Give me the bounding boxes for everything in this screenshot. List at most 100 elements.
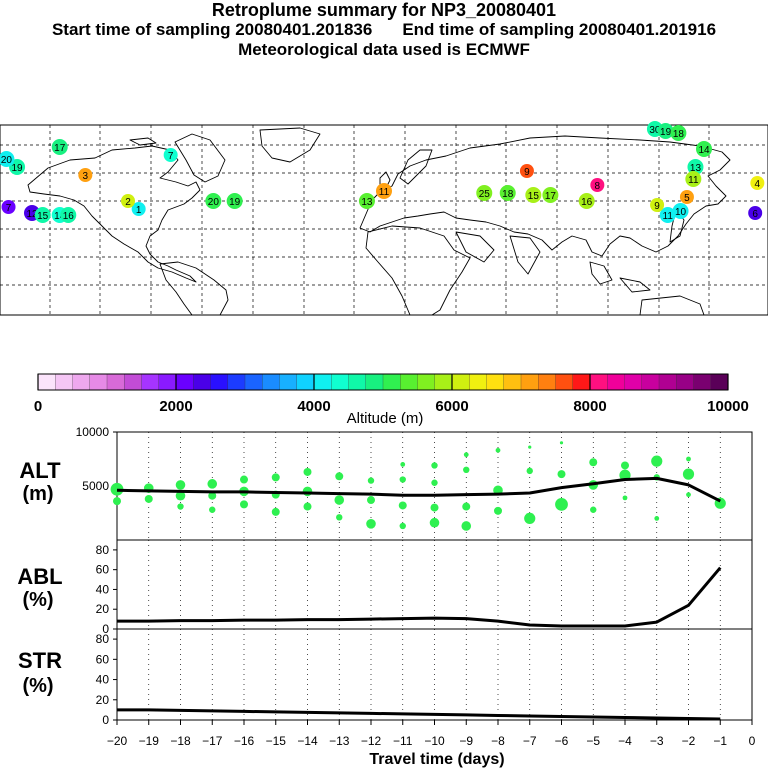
alt-label: ALT — [19, 458, 61, 483]
mean-line — [116, 476, 721, 503]
y-tick-label: 40 — [96, 673, 110, 687]
colorbar-tick-label: 0 — [34, 398, 42, 415]
colorbar-cell — [313, 373, 332, 391]
colorbar-cell — [676, 373, 694, 391]
mean-line — [117, 566, 722, 628]
plume-marker — [1, 200, 16, 214]
y-tick-label: 20 — [96, 693, 110, 707]
alt-scatter-point — [399, 522, 406, 530]
plume-marker — [650, 198, 665, 212]
start-time: Start time of sampling 20080401.201836 — [51, 20, 373, 39]
x-tick-label: −4 — [618, 734, 632, 748]
alt-scatter-point — [398, 501, 407, 510]
colorbar-tick-label: 4000 — [297, 398, 330, 415]
str-label: STR — [18, 648, 62, 673]
colorbar-cell — [538, 373, 556, 391]
plume-markers: 1234567891011111213141515161717181919202… — [0, 121, 765, 223]
x-tick-label: −12 — [361, 734, 382, 748]
alt-scatter-point — [400, 462, 406, 467]
colorbar-cell — [89, 373, 108, 391]
plume-marker-label: 12 — [26, 209, 38, 220]
alt-scatter-point — [555, 497, 568, 511]
met-data-note: Meteorological data used is ECMWF — [238, 40, 530, 59]
panel-alt: 5000 10000 — [76, 425, 753, 541]
x-tick-label: −16 — [234, 734, 255, 748]
y-tick-label: 80 — [96, 632, 110, 646]
alt-scatter-point — [495, 447, 501, 453]
plume-marker — [376, 183, 392, 199]
colorbar-cell — [262, 373, 280, 391]
colorbar-cell — [451, 373, 470, 391]
plume-marker — [687, 159, 704, 175]
plume-marker — [476, 185, 493, 201]
plume-marker — [657, 123, 674, 139]
timeseries: 5000 10000 0 20 40 60 80 0 20 40 60 80 ALT (m) AB… — [17, 425, 755, 768]
plume-marker-label: 19 — [660, 127, 672, 138]
plume-marker — [672, 203, 689, 219]
alt-scatter-point — [366, 519, 376, 529]
colorbar-cell — [348, 373, 367, 391]
x-tick-label: −5 — [586, 734, 600, 748]
colorbar-tick-label: 8000 — [573, 398, 606, 415]
colorbar-cell — [572, 373, 591, 391]
colorbar-cell — [710, 373, 729, 391]
plume-marker-label: 17 — [54, 143, 66, 154]
end-time: End time of sampling 20080401.201916 — [402, 20, 717, 39]
colorbar-cell — [331, 373, 349, 391]
plume-marker — [121, 194, 135, 208]
plume-marker-label: 5 — [684, 193, 690, 204]
plume-marker — [205, 193, 222, 209]
alt-scatter-point — [240, 500, 248, 509]
x-tick-label: −20 — [107, 734, 128, 748]
plume-marker-label: 2 — [125, 197, 131, 208]
alt-scatter-point — [110, 482, 124, 496]
alt-scatter-point — [682, 468, 695, 480]
plume-marker-label: 18 — [502, 189, 514, 200]
alt-scatter-point — [367, 477, 375, 484]
title-block: Retroplume summary for NP3_20080401 Star… — [0, 0, 768, 60]
alt-scatter-point — [589, 458, 598, 467]
colorbar-cell — [227, 373, 246, 391]
plume-marker — [542, 187, 559, 203]
alt-scatter-point — [175, 480, 186, 490]
plume-marker-label: 16 — [63, 211, 75, 222]
plume-marker — [60, 207, 77, 223]
colorbar-tick-label: 2000 — [159, 398, 192, 415]
colorbar-cells — [37, 373, 729, 391]
plume-marker — [51, 139, 68, 155]
colorbar-cell — [589, 373, 608, 391]
plume-marker-label: 25 — [479, 189, 491, 200]
x-tick-label: −3 — [650, 734, 664, 748]
colorbar-cell — [693, 373, 712, 391]
x-tick-label: −19 — [139, 734, 160, 748]
plume-marker — [590, 178, 605, 192]
y-tick-label: 20 — [96, 602, 110, 616]
colorbar-label: Altitude (m) — [347, 410, 424, 427]
alt-scatter-point — [621, 461, 629, 470]
alt-scatter-point — [431, 479, 438, 486]
alt-scatter-point — [462, 502, 471, 511]
abl-label: ABL — [17, 564, 62, 589]
colorbar-cell — [37, 373, 56, 391]
alt-scatter-point — [528, 445, 532, 449]
colorbar-cell — [434, 373, 453, 391]
plume-marker — [670, 125, 687, 141]
alt-unit: (m) — [22, 483, 53, 505]
plume-marker-label: 14 — [698, 145, 710, 156]
alt-scatter-point — [399, 476, 406, 483]
colorbar-cell — [141, 373, 160, 391]
colorbar-cell — [607, 373, 625, 391]
plume-marker — [358, 193, 375, 209]
alt-scatter-point — [463, 466, 470, 473]
plume-marker-label: 13 — [361, 197, 373, 208]
y-tick-label: 0 — [102, 713, 109, 727]
plume-marker-label: 8 — [595, 181, 601, 192]
plume-marker-label: 11 — [688, 175, 699, 186]
y-tick-label: 10000 — [76, 425, 110, 439]
colorbar-cell — [382, 373, 401, 391]
x-tick-label: −1 — [713, 734, 727, 748]
colorbar-tick-label: 6000 — [435, 398, 468, 415]
plume-marker-label: 16 — [581, 197, 593, 208]
plume-marker-label: 11 — [663, 211, 674, 222]
